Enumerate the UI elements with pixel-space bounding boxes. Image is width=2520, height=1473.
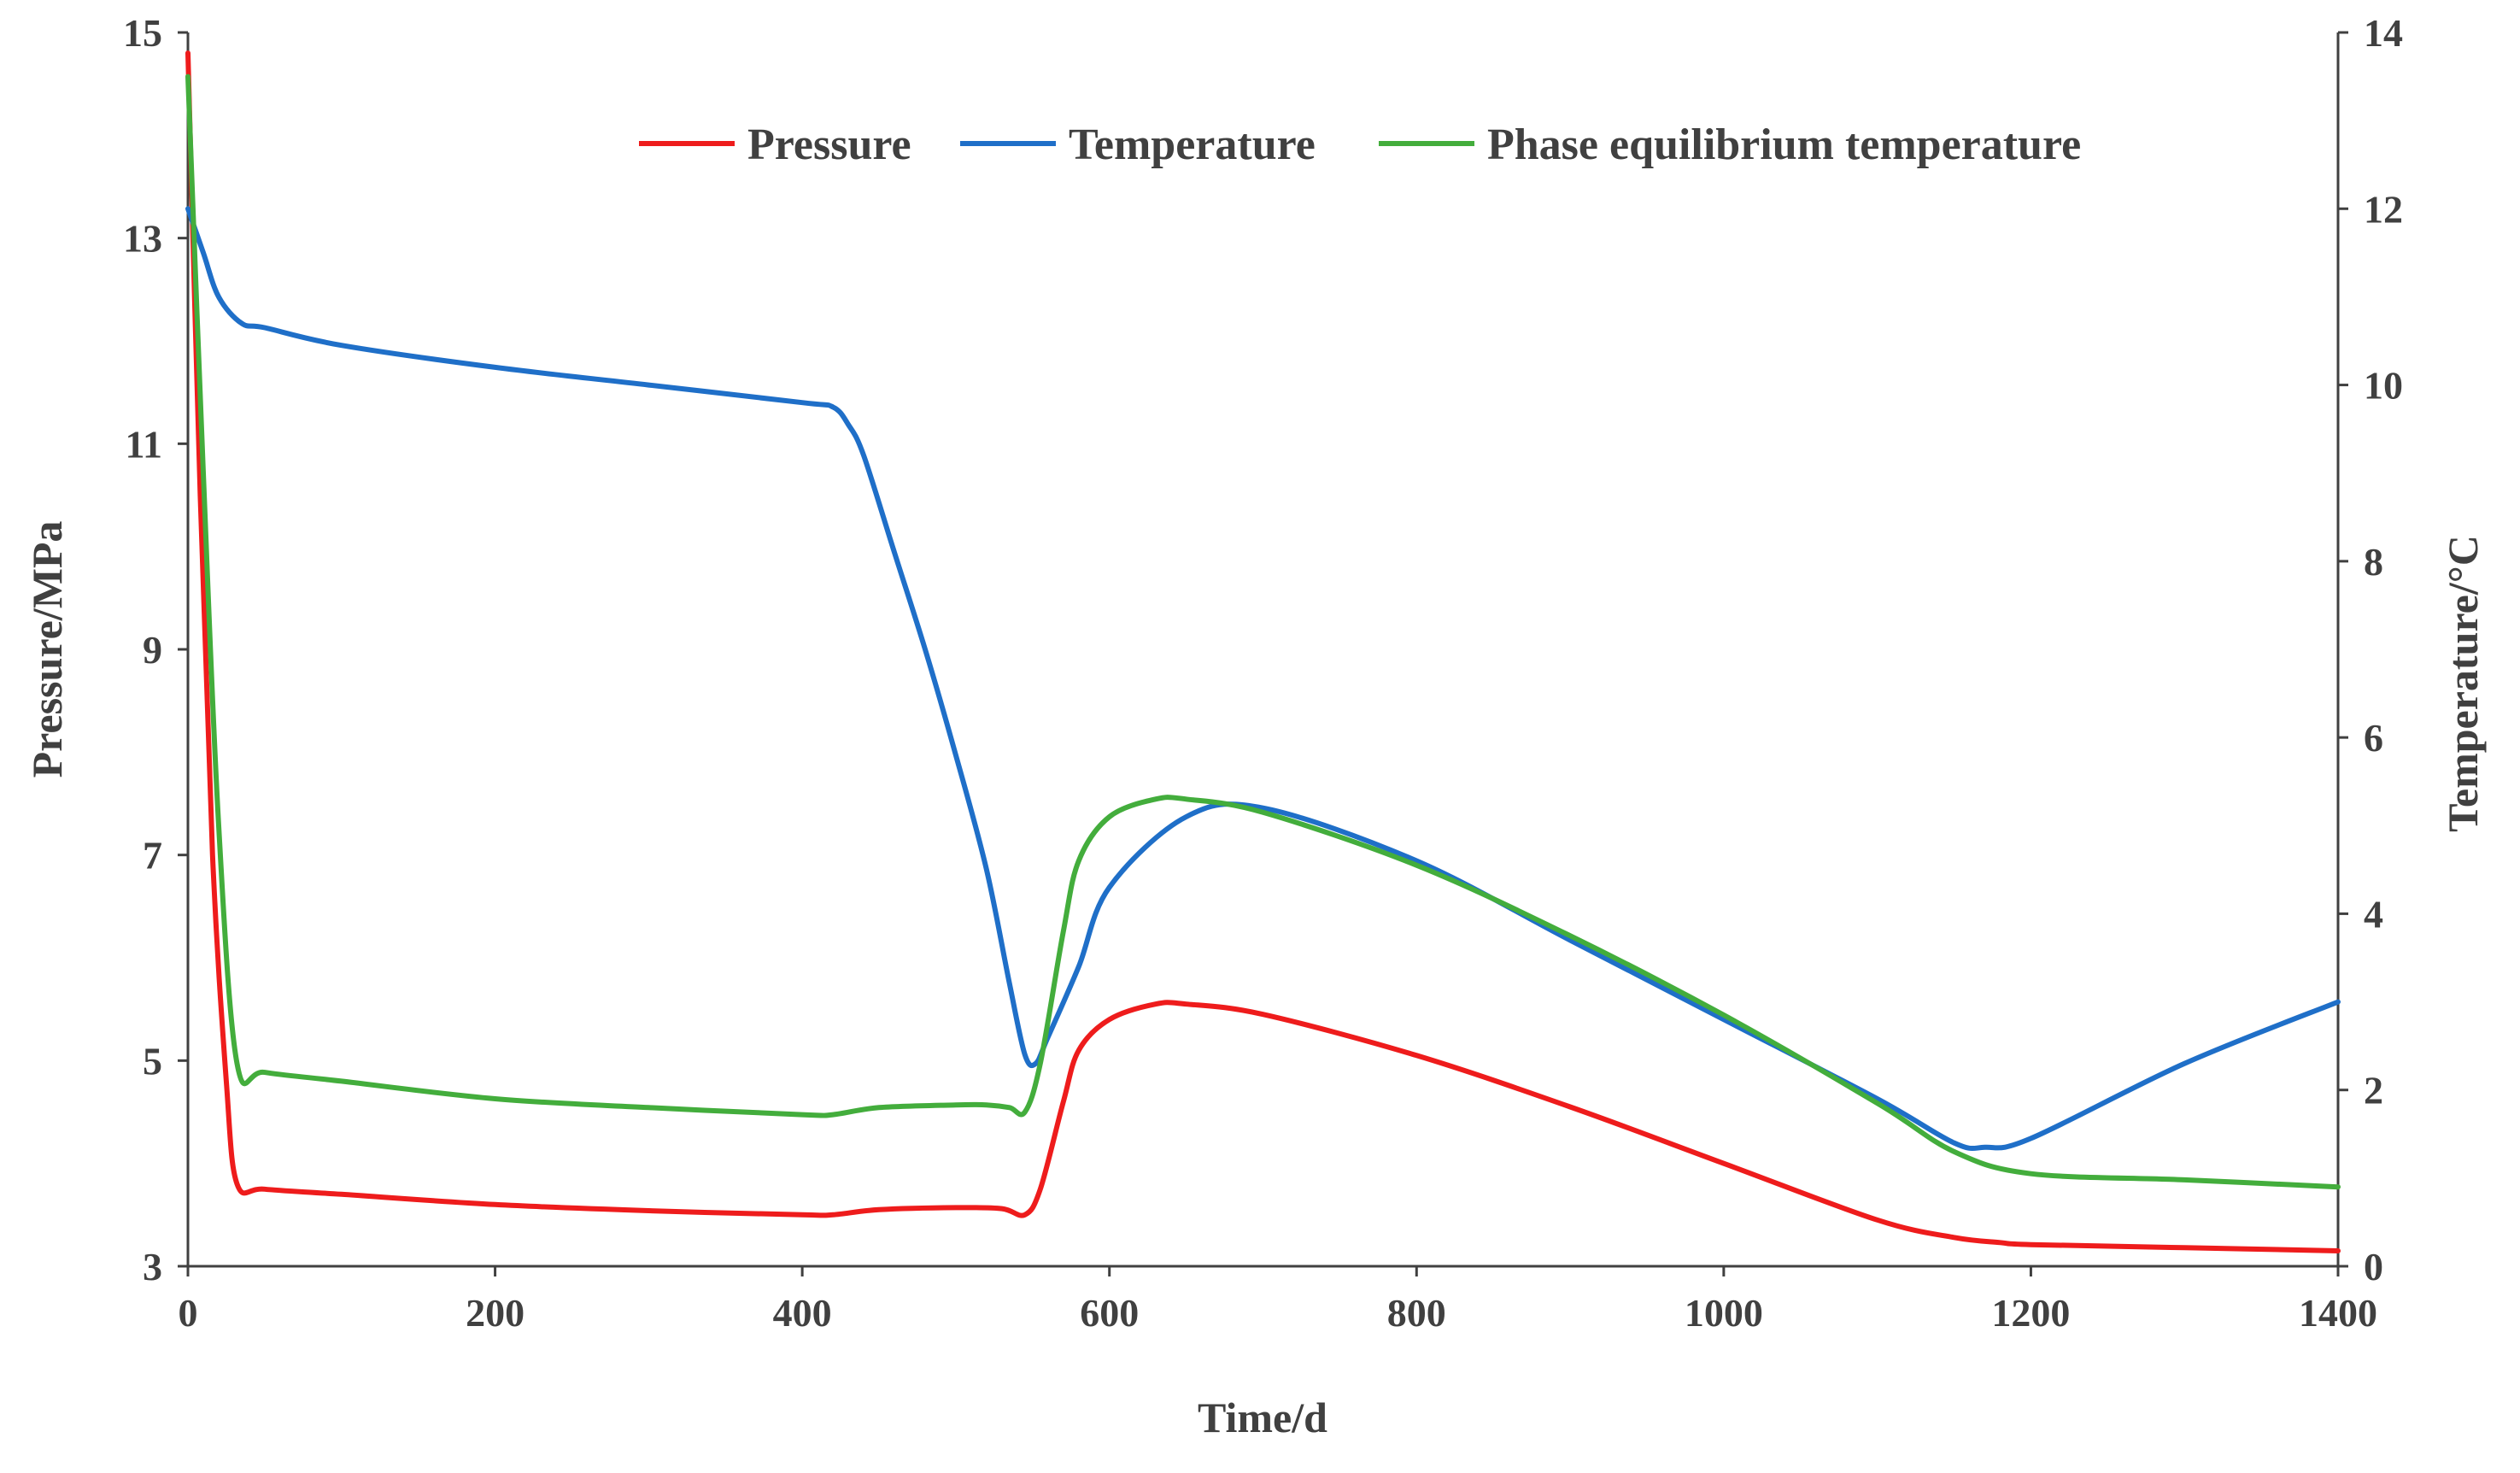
left-y-axis-title: Pressure/MPa [23, 521, 71, 778]
x-tick-label: 800 [1387, 1291, 1446, 1335]
series-line-temperature [185, 206, 2341, 1152]
legend-label-temperature: Temperature [1069, 120, 1316, 169]
legend: Pressure Temperature Phase equilibrium t… [639, 120, 2081, 169]
series-lines [185, 50, 2341, 1253]
right-y-axis-title: Temperature/°C [2439, 535, 2487, 832]
y2-tick-label: 10 [2364, 364, 2403, 408]
y2-tick-label: 4 [2364, 892, 2383, 936]
y-tick-label: 13 [123, 217, 162, 261]
y2-tick-label: 2 [2364, 1069, 2383, 1112]
x-tick-label: 1400 [2299, 1291, 2377, 1335]
x-tick-label: 1000 [1685, 1291, 1763, 1335]
y2-tick-label: 6 [2364, 716, 2383, 760]
y-tick-label: 9 [143, 628, 162, 672]
x-tick-label: 1200 [1991, 1291, 2070, 1335]
y-tick-label: 11 [126, 422, 162, 466]
y-tick-label: 5 [143, 1039, 162, 1083]
x-tick-label: 400 [773, 1291, 832, 1335]
x-tick-label: 0 [179, 1291, 198, 1335]
legend-label-phase-equilibrium: Phase equilibrium temperature [1487, 120, 2081, 169]
plot-area: 0 200 400 600 800 1000 1200 1400 3 5 7 9 11 13 15 0 2 4… [123, 11, 2403, 1335]
y-tick-label: 15 [123, 11, 162, 55]
y2-tick-label: 0 [2364, 1245, 2383, 1288]
y-tick-label: 3 [143, 1245, 162, 1288]
x-tick-label: 200 [466, 1291, 525, 1335]
y-tick-label: 7 [143, 834, 162, 877]
left-y-axis-ticks: 3 5 7 9 11 13 15 [123, 11, 188, 1288]
y2-tick-label: 12 [2364, 187, 2403, 231]
legend-label-pressure: Pressure [747, 120, 911, 169]
x-tick-label: 600 [1080, 1291, 1139, 1335]
x-axis-title: Time/d [1198, 1394, 1327, 1441]
right-y-axis-ticks: 0 2 4 6 8 10 12 14 [2338, 11, 2403, 1288]
x-axis-ticks: 0 200 400 600 800 1000 1200 1400 [179, 1266, 2377, 1335]
y2-tick-label: 8 [2364, 540, 2383, 584]
y2-tick-label: 14 [2364, 11, 2403, 55]
series-line-phase-equilibrium-temperature [185, 73, 2341, 1190]
series-line-pressure [185, 50, 2341, 1253]
